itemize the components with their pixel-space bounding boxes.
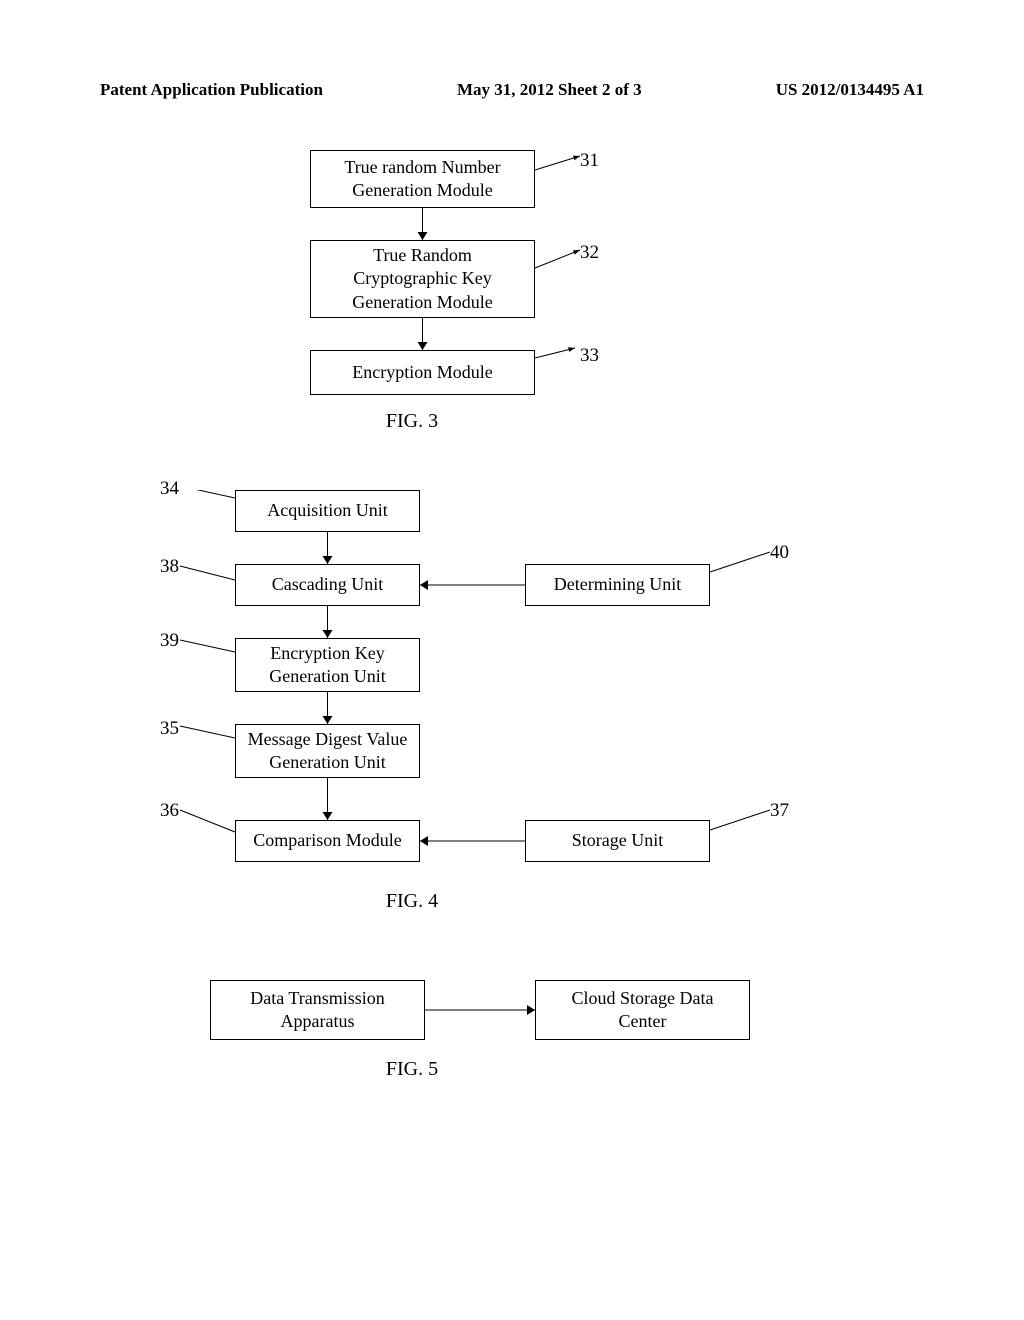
fig3-ref-32: 32 xyxy=(580,242,599,264)
fig4-box-40: Determining Unit xyxy=(525,564,710,606)
fig4-box-34: Acquisition Unit xyxy=(235,490,420,532)
fig4-ref-38: 38 xyxy=(160,556,179,578)
fig3-ref-33: 33 xyxy=(580,345,599,367)
fig3-box-33: Encryption Module xyxy=(310,350,535,395)
fig3-box-32: True RandomCryptographic KeyGeneration M… xyxy=(310,240,535,318)
fig4-ref-37: 37 xyxy=(770,800,789,822)
page-header: Patent Application Publication May 31, 2… xyxy=(100,80,924,100)
fig4-box-39: Encryption KeyGeneration Unit xyxy=(235,638,420,692)
fig4-box-35: Message Digest ValueGeneration Unit xyxy=(235,724,420,778)
figure-4: Acquisition Unit Cascading Unit Determinin… xyxy=(0,490,824,930)
patent-page: Patent Application Publication May 31, 2… xyxy=(0,0,1024,1320)
figure-3: True random NumberGeneration Module True … xyxy=(0,150,824,450)
fig4-ref-40: 40 xyxy=(770,542,789,564)
figure-5: Data TransmissionApparatus Cloud Storage … xyxy=(0,980,824,1098)
fig4-ref-36: 36 xyxy=(160,800,179,822)
fig3-ref-31: 31 xyxy=(580,150,599,172)
fig4-box-36: Comparison Module xyxy=(235,820,420,862)
fig4-box-38: Cascading Unit xyxy=(235,564,420,606)
fig4-ref-39: 39 xyxy=(160,630,179,652)
fig5-box-right: Cloud Storage DataCenter xyxy=(535,980,750,1040)
fig4-ref-34: 34 xyxy=(160,478,179,500)
fig4-box-37: Storage Unit xyxy=(525,820,710,862)
fig3-box-31: True random NumberGeneration Module xyxy=(310,150,535,208)
fig4-ref-35: 35 xyxy=(160,718,179,740)
header-right: US 2012/0134495 A1 xyxy=(776,80,924,100)
fig5-box-left: Data TransmissionApparatus xyxy=(210,980,425,1040)
header-left: Patent Application Publication xyxy=(100,80,323,100)
fig5-caption: FIG. 5 xyxy=(0,1058,824,1081)
fig4-caption: FIG. 4 xyxy=(0,890,824,913)
fig3-caption: FIG. 3 xyxy=(0,410,824,433)
header-center: May 31, 2012 Sheet 2 of 3 xyxy=(323,80,776,100)
